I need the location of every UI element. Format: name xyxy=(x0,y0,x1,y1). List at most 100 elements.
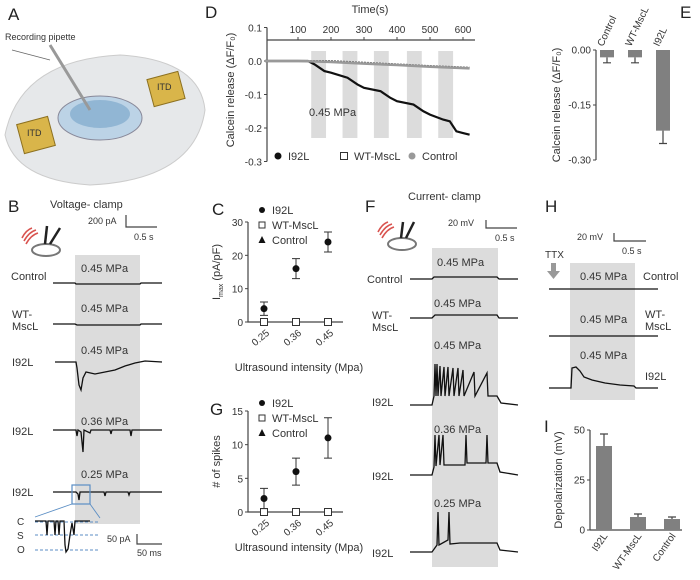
pressure-label: 0.45 MPa xyxy=(81,303,129,315)
voltage-trace xyxy=(549,366,658,389)
x-tick-label: 200 xyxy=(323,25,340,36)
stimulus-window xyxy=(373,51,389,138)
trace-label: I92L xyxy=(372,548,393,560)
trace-label: I92L xyxy=(12,357,33,369)
legend-label: I92L xyxy=(272,205,293,217)
legend-label: I92L xyxy=(272,398,293,410)
y-axis-label: Calcein release (ΔF/F₀) xyxy=(551,48,563,163)
trace-label: Control xyxy=(643,271,678,283)
panel-label-c: C xyxy=(212,200,224,219)
y-axis-label: Calcein release (ΔF/F₀) xyxy=(225,33,237,148)
pressure-label: 0.45 MPa xyxy=(81,345,129,357)
panel-f-title: Current- clamp xyxy=(408,191,481,203)
x-tick-label: 100 xyxy=(290,25,307,36)
chart-d: D 100 200 300 400 500 600 0.1 0.0 -0.1 -0.2 -0.3 Tim… xyxy=(205,3,475,169)
category-label: Control xyxy=(651,531,679,564)
data-point-wt-mscl xyxy=(292,318,300,326)
panel-f: F Current- clamp 20 mV 0.5 s 0.45 MPa 0.… xyxy=(365,191,519,567)
scale-x-h: 0.5 s xyxy=(622,246,642,256)
legend-marker xyxy=(408,152,416,160)
legend-marker xyxy=(258,429,266,436)
scale-x-f: 0.5 s xyxy=(495,233,515,243)
inset-connector xyxy=(34,503,101,519)
x-tick-label: 0.36 xyxy=(282,518,304,539)
data-point-i92l xyxy=(324,238,332,246)
voltage-trace xyxy=(410,314,518,319)
pressure-label: 0.36 MPa xyxy=(81,416,129,428)
inset-zoom-box xyxy=(71,484,91,505)
ultrasound-icon xyxy=(21,225,62,257)
inset-single-channel: C S O 50 pA 50 ms xyxy=(17,517,162,558)
scale-bar-b xyxy=(125,215,157,228)
trace-label: MscL xyxy=(645,321,671,333)
panel-b: B Voltage- clamp 200 pA 0.5 s 0.45 MPa 0… xyxy=(8,197,163,558)
y-tick-label: 10 xyxy=(232,285,244,296)
x-tick-label: 0.25 xyxy=(250,518,272,539)
y-axis-label: Depolarization (mV) xyxy=(553,431,565,528)
stimulus-window xyxy=(432,248,498,567)
stimulus-window xyxy=(342,51,358,138)
trace-label: MscL xyxy=(372,322,398,334)
bar-i92l xyxy=(596,446,612,530)
pressure-label: 0.45 MPa xyxy=(434,298,482,310)
pressure-label: 0.25 MPa xyxy=(81,469,129,481)
itd-label-left: ITD xyxy=(27,128,42,138)
legend-marker xyxy=(259,400,265,406)
scale-x-b: 0.5 s xyxy=(134,232,154,242)
trace-label: I92L xyxy=(645,371,666,383)
bar-control xyxy=(664,519,680,530)
y-tick-label: 5 xyxy=(237,474,243,485)
category-label: Control xyxy=(596,14,620,48)
trace-label: Control xyxy=(11,271,46,283)
panel-a: A Recording pipette ITD ITD xyxy=(4,5,206,186)
legend-marker xyxy=(258,414,266,422)
stimulus-window xyxy=(570,263,635,400)
trace-label: MscL xyxy=(12,321,38,333)
y-tick-label: -0.3 xyxy=(245,158,263,169)
inset-scale-x: 50 ms xyxy=(137,548,162,558)
legend-label: I92L xyxy=(288,151,309,163)
legend-marker xyxy=(274,152,282,160)
error-bar xyxy=(603,57,611,64)
y-tick-label: -0.15 xyxy=(568,101,591,112)
y-tick-label: 50 xyxy=(574,426,586,437)
panel-label-e: E xyxy=(680,3,691,22)
trace-label: WT- xyxy=(372,310,392,322)
scale-bar-f xyxy=(485,220,517,229)
panel-label-b: B xyxy=(8,197,19,216)
y-tick-label: 0.00 xyxy=(572,46,592,57)
y-axis-label: # of spikes xyxy=(211,435,223,488)
x-tick-label: 0.36 xyxy=(282,328,304,349)
x-tick-label: 0.45 xyxy=(314,328,336,349)
y-tick-label: 20 xyxy=(232,251,244,262)
trace-label: Control xyxy=(367,274,402,286)
y-tick-label: -0.30 xyxy=(568,156,591,167)
annotation: 0.45 MPa xyxy=(309,107,357,119)
data-point-i92l xyxy=(324,434,332,442)
trace-label: I92L xyxy=(372,397,393,409)
data-point-i92l xyxy=(292,265,300,273)
data-point-wt-mscl xyxy=(292,508,300,516)
data-point-wt-mscl xyxy=(260,508,268,516)
category-label: WT-MscL xyxy=(624,5,652,48)
scale-y-f: 20 mV xyxy=(448,218,474,228)
voltage-trace xyxy=(410,511,519,553)
y-tick-label: -0.2 xyxy=(245,124,263,135)
bar-i92l xyxy=(656,50,670,131)
chart-g: G 0 5 10 15 0.25 0.36 0.45 Ultrasound intensity … xyxy=(210,398,363,554)
y-axis-label: Imax (pA/pF) xyxy=(211,244,225,300)
x-axis-label: Time(s) xyxy=(352,4,389,16)
chart-e: E 0.00 -0.15 -0.30 Calcein release (ΔF/F₀) Co… xyxy=(551,3,691,167)
scale-y-h: 20 mV xyxy=(577,232,603,242)
x-tick-label: 0.25 xyxy=(250,328,272,349)
legend-marker xyxy=(258,221,266,229)
down-arrow-icon xyxy=(547,263,560,279)
y-tick-label: 0.1 xyxy=(248,24,262,35)
category-label: WT-MscL xyxy=(611,531,644,572)
y-tick-label: 0.0 xyxy=(248,57,262,68)
voltage-trace xyxy=(410,276,518,280)
legend-label: Control xyxy=(272,428,307,440)
current-trace xyxy=(53,491,162,501)
bar-wt-mscl xyxy=(628,50,642,58)
